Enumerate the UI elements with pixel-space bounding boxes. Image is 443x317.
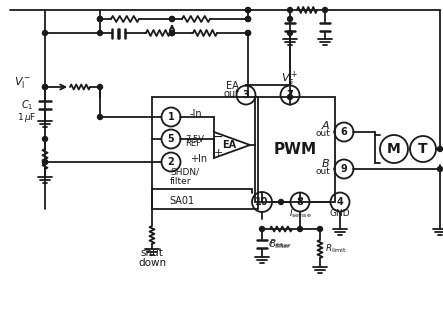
Circle shape [43, 159, 47, 165]
Text: SHDN/: SHDN/ [170, 167, 199, 177]
Circle shape [245, 30, 250, 36]
Text: 3: 3 [243, 90, 249, 100]
Text: 9: 9 [341, 164, 347, 174]
Text: shut: shut [140, 248, 163, 258]
Text: $V_\mathsf{I}^-$: $V_\mathsf{I}^-$ [14, 74, 31, 89]
Circle shape [170, 30, 175, 36]
Circle shape [245, 16, 250, 22]
Circle shape [279, 199, 284, 204]
Circle shape [43, 85, 47, 89]
Circle shape [245, 16, 250, 22]
Text: $R_\mathsf{limit}$: $R_\mathsf{limit}$ [325, 243, 347, 255]
Text: 5: 5 [167, 134, 175, 144]
Circle shape [97, 114, 102, 120]
Circle shape [245, 8, 250, 12]
Circle shape [170, 30, 175, 36]
Text: out: out [315, 167, 330, 177]
Bar [255, 97, 335, 202]
Circle shape [43, 85, 47, 89]
Text: $C_1$: $C_1$ [21, 98, 33, 112]
Circle shape [97, 16, 102, 22]
Circle shape [323, 8, 327, 12]
Circle shape [288, 8, 292, 12]
Circle shape [260, 227, 264, 231]
Circle shape [318, 227, 323, 231]
Text: 7: 7 [287, 90, 293, 100]
Text: 10: 10 [255, 197, 269, 207]
Text: M: M [387, 142, 401, 156]
Text: $1\,\mu$F: $1\,\mu$F [17, 111, 37, 124]
Text: down: down [138, 258, 166, 268]
Text: +: + [214, 148, 223, 158]
Circle shape [43, 30, 47, 36]
Circle shape [245, 8, 250, 12]
Circle shape [288, 30, 292, 36]
Circle shape [170, 30, 175, 36]
Text: EA: EA [225, 81, 238, 91]
Text: 6: 6 [341, 127, 347, 137]
Circle shape [288, 16, 292, 22]
Text: +In: +In [190, 154, 207, 164]
Circle shape [97, 30, 102, 36]
Text: $V_s^+$: $V_s^+$ [281, 70, 299, 88]
Circle shape [438, 166, 443, 171]
Text: $I_\mathsf{sense}$: $I_\mathsf{sense}$ [289, 208, 311, 220]
Text: T: T [418, 142, 428, 156]
Text: $A$: $A$ [321, 119, 330, 131]
Text: 7.5V: 7.5V [185, 135, 204, 144]
Text: $C_\mathsf{filter}$: $C_\mathsf{filter}$ [268, 239, 291, 251]
Text: 4: 4 [337, 197, 343, 207]
Text: SA01: SA01 [169, 196, 194, 206]
Bar [152, 97, 258, 209]
Text: -In: -In [190, 109, 202, 119]
Text: $B$: $B$ [321, 157, 330, 169]
Circle shape [170, 16, 175, 22]
Text: out: out [224, 89, 240, 99]
Circle shape [170, 16, 175, 22]
Text: REF: REF [185, 139, 201, 148]
Circle shape [43, 137, 47, 141]
Circle shape [245, 30, 250, 36]
Circle shape [97, 85, 102, 89]
Text: filter: filter [170, 178, 191, 186]
Text: −: − [213, 131, 223, 144]
Text: PWM: PWM [273, 142, 317, 157]
Circle shape [97, 16, 102, 22]
Text: 1: 1 [167, 112, 175, 122]
Text: $R_\mathsf{filter}$: $R_\mathsf{filter}$ [269, 238, 292, 250]
Circle shape [288, 94, 292, 100]
Text: GND: GND [330, 210, 350, 218]
Circle shape [438, 146, 443, 152]
Text: 2: 2 [167, 157, 175, 167]
Circle shape [43, 159, 47, 165]
Text: out: out [315, 130, 330, 139]
Circle shape [298, 227, 303, 231]
Text: 8: 8 [296, 197, 303, 207]
Text: EA: EA [222, 140, 236, 150]
